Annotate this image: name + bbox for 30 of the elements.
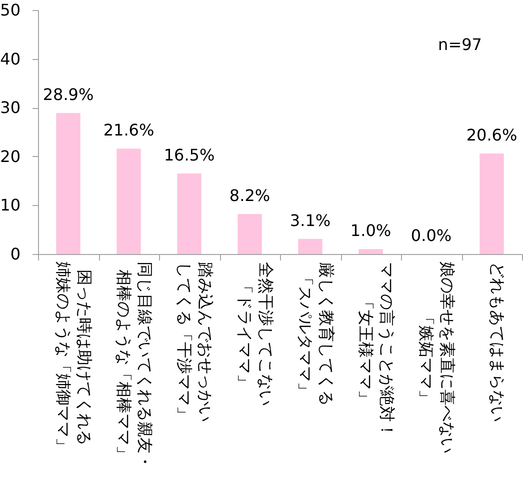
bar (116, 148, 141, 254)
y-tick-label: 30 (0, 98, 20, 118)
x-tick-label: 娘の幸せを素直に喜べない「嫉妬ママ」 (416, 262, 457, 454)
data-label: 21.6% (103, 120, 154, 140)
y-tick-label: 0 (10, 244, 20, 264)
data-label: 28.9% (42, 84, 94, 104)
y-tick-label: 10 (0, 196, 20, 215)
data-label: 1.0% (350, 221, 392, 240)
bar (358, 249, 383, 254)
bar (238, 214, 262, 254)
data-label: 16.5% (164, 145, 215, 164)
bar (298, 238, 322, 254)
x-tick-label: 同じ目線でいてくれる親友・相棒のような「相棒ママ」 (114, 261, 154, 470)
annotation: n=97 (438, 35, 482, 54)
x-tick-label: ママの言うことが絶対！「女王様ママ」 (356, 262, 396, 438)
data-label: 20.6% (466, 125, 518, 144)
data-label: 3.1% (290, 210, 331, 230)
x-tick-label: 全然干渉してこない「ドライママ」 (235, 262, 276, 406)
data-label: 8.2% (229, 186, 270, 205)
x-tick-label: 厳しく教育してくる「スパルタママ」 (296, 262, 336, 406)
bar (480, 153, 504, 254)
y-tick-label: 50 (0, 0, 20, 20)
x-tick-label: 踏み込んでおせっかいしてくる「干渉ママ」 (174, 262, 215, 422)
bar (56, 112, 80, 254)
x-tick-label: どれもあてはまらない (488, 262, 507, 422)
y-tick-label: 20 (0, 146, 20, 166)
y-tick-label: 40 (0, 49, 20, 68)
bar (177, 173, 202, 254)
data-label: 0.0% (410, 226, 452, 245)
x-tick-label: 困った時は助けてくれる姉妹のような「姉御ママ」 (54, 262, 94, 454)
